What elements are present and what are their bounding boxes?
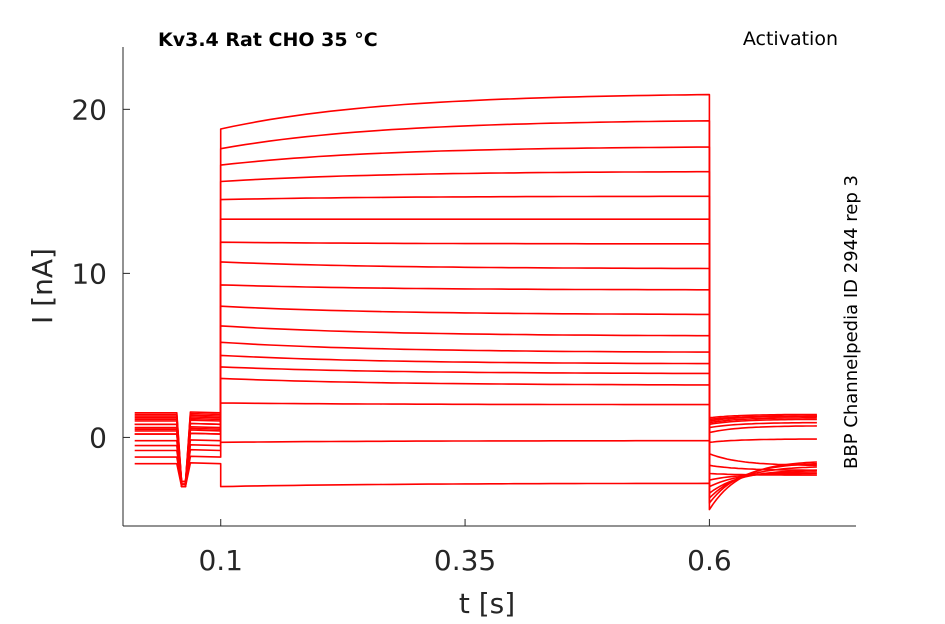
y-tick-label: 10 — [71, 257, 107, 290]
current-trace — [134, 93, 817, 483]
chart-title: Kv3.4 Rat CHO 35 °C — [158, 29, 378, 51]
current-trace — [134, 195, 817, 485]
y-tick-label: 0 — [89, 421, 107, 454]
current-trace — [134, 354, 817, 483]
source-label: BBP Channelpedia ID 2944 rep 3 — [841, 175, 862, 469]
x-tick-label: 0.35 — [434, 544, 496, 577]
current-trace — [134, 461, 817, 511]
current-trace — [134, 241, 817, 483]
y-ticks: 0 10 20 — [71, 93, 130, 454]
current-trace — [134, 341, 817, 488]
y-tick-label: 20 — [71, 93, 107, 126]
current-trace — [134, 146, 817, 488]
x-ticks: 0.1 0.35 0.6 — [198, 519, 732, 577]
current-trace — [134, 439, 817, 504]
current-trace — [134, 261, 817, 485]
current-trace — [134, 218, 817, 488]
x-tick-label: 0.6 — [687, 544, 732, 577]
current-trace — [134, 305, 817, 483]
current-trace — [134, 325, 817, 485]
y-axis-label: I [nA] — [26, 248, 59, 324]
protocol-label: Activation — [743, 28, 838, 50]
current-trace — [134, 377, 817, 494]
x-tick-label: 0.1 — [198, 544, 243, 577]
current-trace — [134, 120, 817, 485]
current-traces — [134, 93, 817, 511]
current-trace — [134, 284, 817, 488]
x-axis-label: t [s] — [459, 587, 515, 620]
